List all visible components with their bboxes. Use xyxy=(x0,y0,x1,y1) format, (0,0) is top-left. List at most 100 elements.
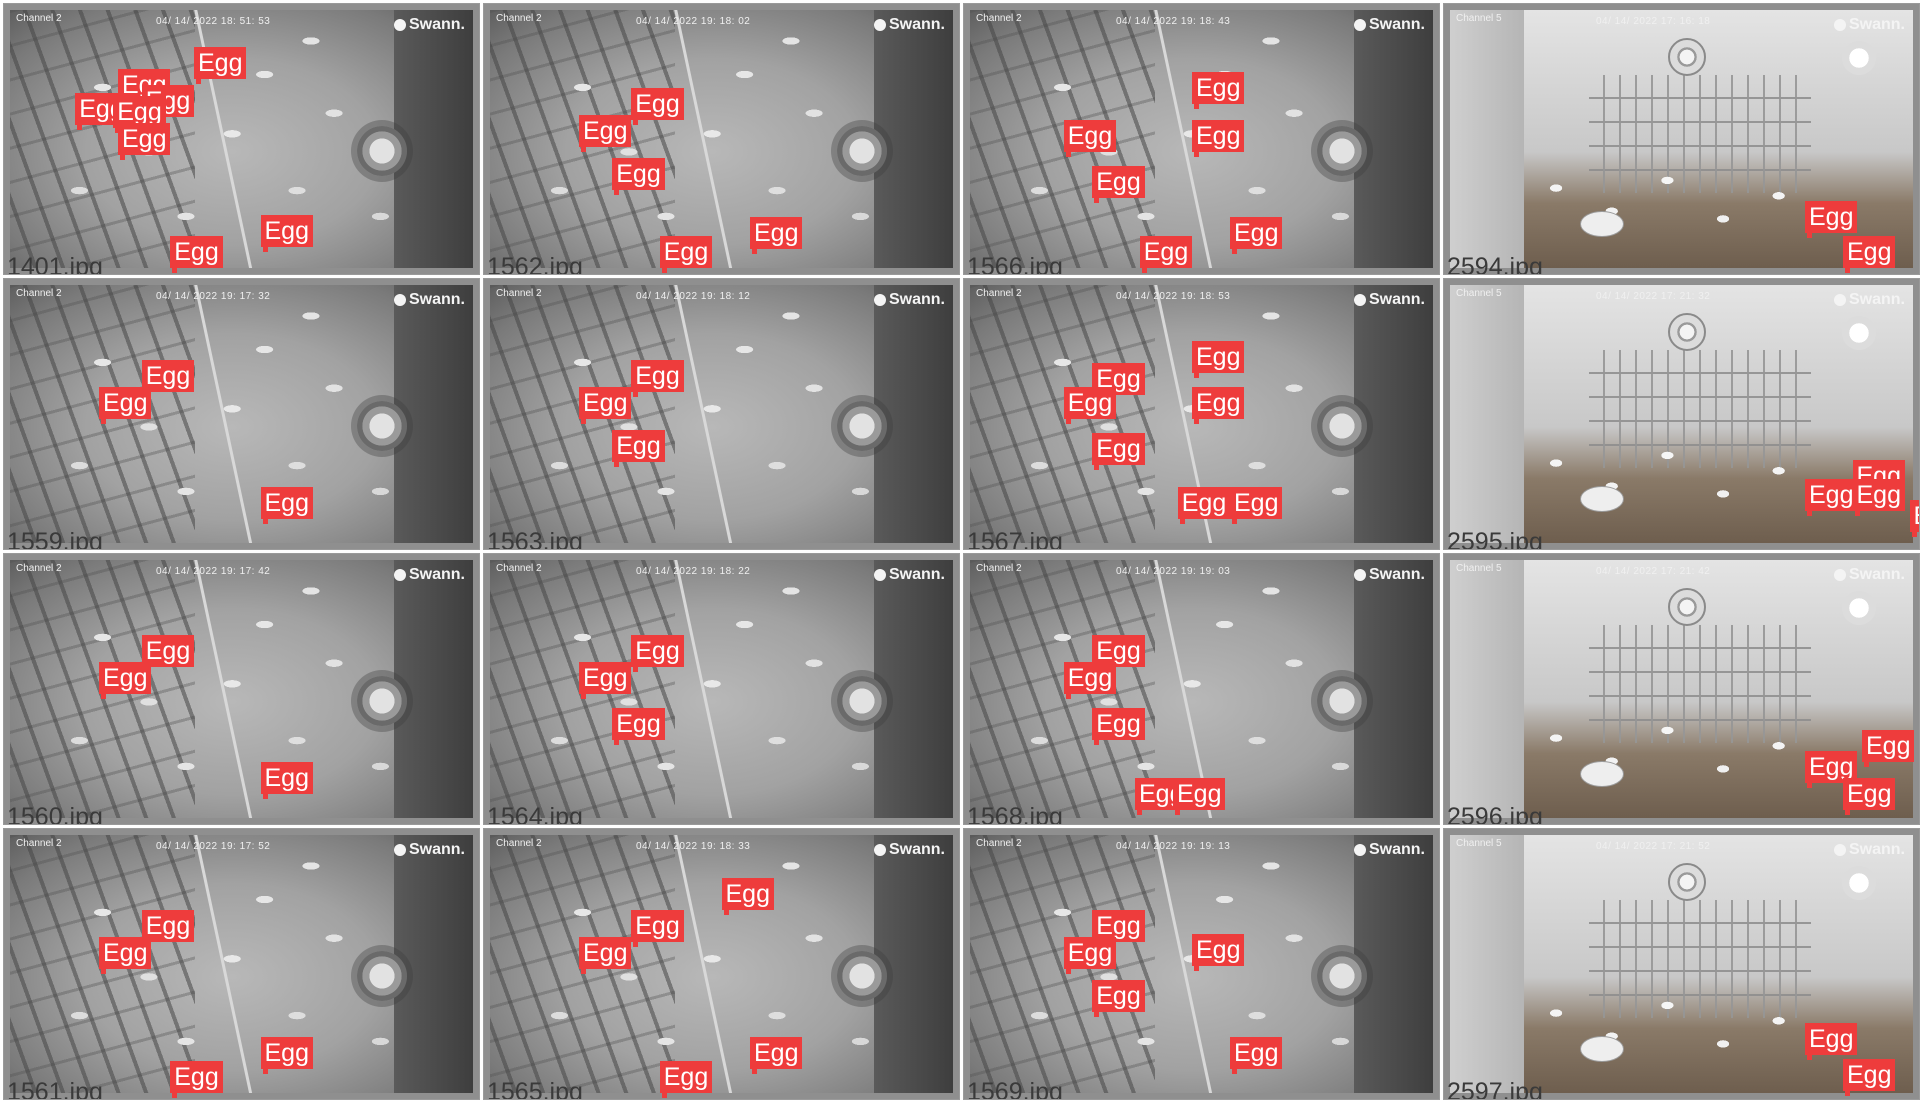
egg-detection-label: Egg xyxy=(260,1036,313,1074)
camera-brand-watermark: Swann. xyxy=(1353,841,1425,859)
camera-channel-label: Channel 2 xyxy=(976,838,1022,849)
camera-timestamp: 04/ 14/ 2022 19: 18: 33 xyxy=(636,841,751,852)
egg-detection-label: Egg xyxy=(170,236,223,274)
scene-fan xyxy=(1667,588,1706,627)
camera-brand-watermark: Swann. xyxy=(873,291,945,309)
egg-detection-label: Egg xyxy=(1192,387,1245,424)
egg-detection-label: Egg xyxy=(750,1036,803,1074)
scene-fan xyxy=(1667,863,1706,902)
ir-camera-frame xyxy=(490,285,953,543)
camera-channel-label: Channel 5 xyxy=(1456,563,1502,574)
brand-text: Swann. xyxy=(408,16,465,33)
egg-detection-label: Egg xyxy=(99,387,152,424)
egg-detection-label: Egg xyxy=(750,217,803,255)
camera-brand-watermark: Swann. xyxy=(1833,16,1905,34)
image-filename: 2597.jpg xyxy=(1447,1078,1543,1100)
swann-logo-icon xyxy=(873,294,886,306)
image-tile: Channel 2 04/ 14/ 2022 19: 18: 12 Swann. Eg… xyxy=(483,278,960,550)
color-camera-frame xyxy=(1450,560,1913,818)
image-tile: Channel 5 04/ 14/ 2022 17: 16: 18 Swann. Eg… xyxy=(1443,3,1920,275)
camera-brand-watermark: Swann. xyxy=(393,16,465,34)
egg-detection-label: Egg xyxy=(1092,707,1145,745)
camera-timestamp: 04/ 14/ 2022 19: 18: 22 xyxy=(636,566,751,577)
image-filename: 1568.jpg xyxy=(967,803,1063,825)
egg-detection-label: Egg xyxy=(579,662,632,699)
egg-detection-label: Egg xyxy=(631,360,684,397)
camera-channel-label: Channel 2 xyxy=(16,838,62,849)
camera-channel-label: Channel 2 xyxy=(496,838,542,849)
swann-logo-icon xyxy=(1353,294,1366,306)
image-tile: Channel 2 04/ 14/ 2022 19: 19: 03 Swann. Eg… xyxy=(963,553,1440,825)
brand-text: Swann. xyxy=(1848,16,1905,33)
image-tile: Channel 2 04/ 14/ 2022 19: 18: 53 Swann. Eg… xyxy=(963,278,1440,550)
ir-camera-frame xyxy=(970,10,1433,268)
camera-brand-watermark: Swann. xyxy=(393,841,465,859)
scene-dispenser xyxy=(1579,486,1624,513)
egg-detection-label: Egg xyxy=(612,157,665,195)
egg-detection-label: Egg xyxy=(99,662,152,699)
brand-text: Swann. xyxy=(408,841,465,858)
egg-detection-label: Egg xyxy=(194,47,247,85)
ir-camera-frame xyxy=(490,835,953,1093)
scene-lamp xyxy=(1841,590,1876,625)
ir-camera-frame xyxy=(490,560,953,818)
egg-detection-label: Egg xyxy=(141,360,195,397)
scene-fan xyxy=(1667,38,1706,77)
image-tile: Channel 2 04/ 14/ 2022 18: 51: 53 Swann. Eg… xyxy=(3,3,480,275)
scene-birds xyxy=(970,560,1433,818)
camera-brand-watermark: Swann. xyxy=(393,291,465,309)
scene-birds xyxy=(490,560,953,818)
swann-logo-icon xyxy=(1353,844,1366,856)
egg-detection-label: Egg xyxy=(1862,729,1915,767)
camera-channel-label: Channel 5 xyxy=(1456,838,1502,849)
camera-timestamp: 04/ 14/ 2022 19: 17: 42 xyxy=(156,566,271,577)
egg-detection-label: Egg xyxy=(141,635,195,672)
brand-text: Swann. xyxy=(888,16,945,33)
image-tile: Channel 2 04/ 14/ 2022 19: 18: 02 Swann. Eg… xyxy=(483,3,960,275)
egg-detection-label: Egg xyxy=(1063,387,1117,424)
egg-detection-label: Egg xyxy=(1092,166,1145,203)
egg-detection-label: Egg xyxy=(1230,486,1283,524)
egg-detection-label: Egg xyxy=(1192,341,1245,379)
egg-detection-label: Egg xyxy=(1063,937,1117,974)
image-filename: 1561.jpg xyxy=(7,1078,103,1100)
image-tile: Channel 2 04/ 14/ 2022 19: 19: 13 Swann. Eg… xyxy=(963,828,1440,1100)
egg-detection-label: Egg xyxy=(260,761,313,799)
image-filename: 1564.jpg xyxy=(487,803,583,825)
camera-brand-watermark: Swann. xyxy=(1833,566,1905,584)
camera-timestamp: 04/ 14/ 2022 17: 21: 42 xyxy=(1596,566,1711,577)
egg-detection-label: Egg xyxy=(170,1061,223,1099)
color-camera-frame xyxy=(1450,285,1913,543)
image-filename: 1560.jpg xyxy=(7,803,103,825)
image-filename: 1563.jpg xyxy=(487,528,583,550)
brand-text: Swann. xyxy=(1848,566,1905,583)
camera-brand-watermark: Swann. xyxy=(393,566,465,584)
swann-logo-icon xyxy=(873,844,886,856)
egg-detection-label: Egg xyxy=(1909,500,1919,538)
scene-wall xyxy=(1450,10,1525,268)
egg-detection-label: Egg xyxy=(1192,71,1245,109)
ir-camera-frame xyxy=(970,835,1433,1093)
camera-timestamp: 04/ 14/ 2022 19: 18: 43 xyxy=(1116,16,1231,27)
brand-text: Swann. xyxy=(888,841,945,858)
egg-detection-label: Egg xyxy=(260,486,313,524)
egg-detection-label: Egg xyxy=(612,707,665,745)
egg-detection-label: Egg xyxy=(1192,120,1245,158)
egg-detection-label: Egg xyxy=(1843,236,1896,274)
egg-detection-label: Egg xyxy=(631,635,684,672)
swann-logo-icon xyxy=(1353,569,1366,581)
swann-logo-icon xyxy=(1833,844,1846,856)
camera-timestamp: 04/ 14/ 2022 19: 18: 53 xyxy=(1116,291,1231,302)
camera-channel-label: Channel 2 xyxy=(496,288,542,299)
image-filename: 1567.jpg xyxy=(967,528,1063,550)
egg-detection-label: Egg xyxy=(1063,662,1117,699)
egg-detection-label: Egg xyxy=(631,87,684,125)
ir-camera-frame xyxy=(10,560,473,818)
camera-brand-watermark: Swann. xyxy=(1833,291,1905,309)
egg-detection-label: Egg xyxy=(579,114,632,152)
scene-lamp xyxy=(1841,865,1876,900)
egg-detection-label: Egg xyxy=(659,1061,713,1099)
camera-channel-label: Channel 2 xyxy=(496,563,542,574)
scene-birds xyxy=(490,285,953,543)
brand-text: Swann. xyxy=(408,566,465,583)
